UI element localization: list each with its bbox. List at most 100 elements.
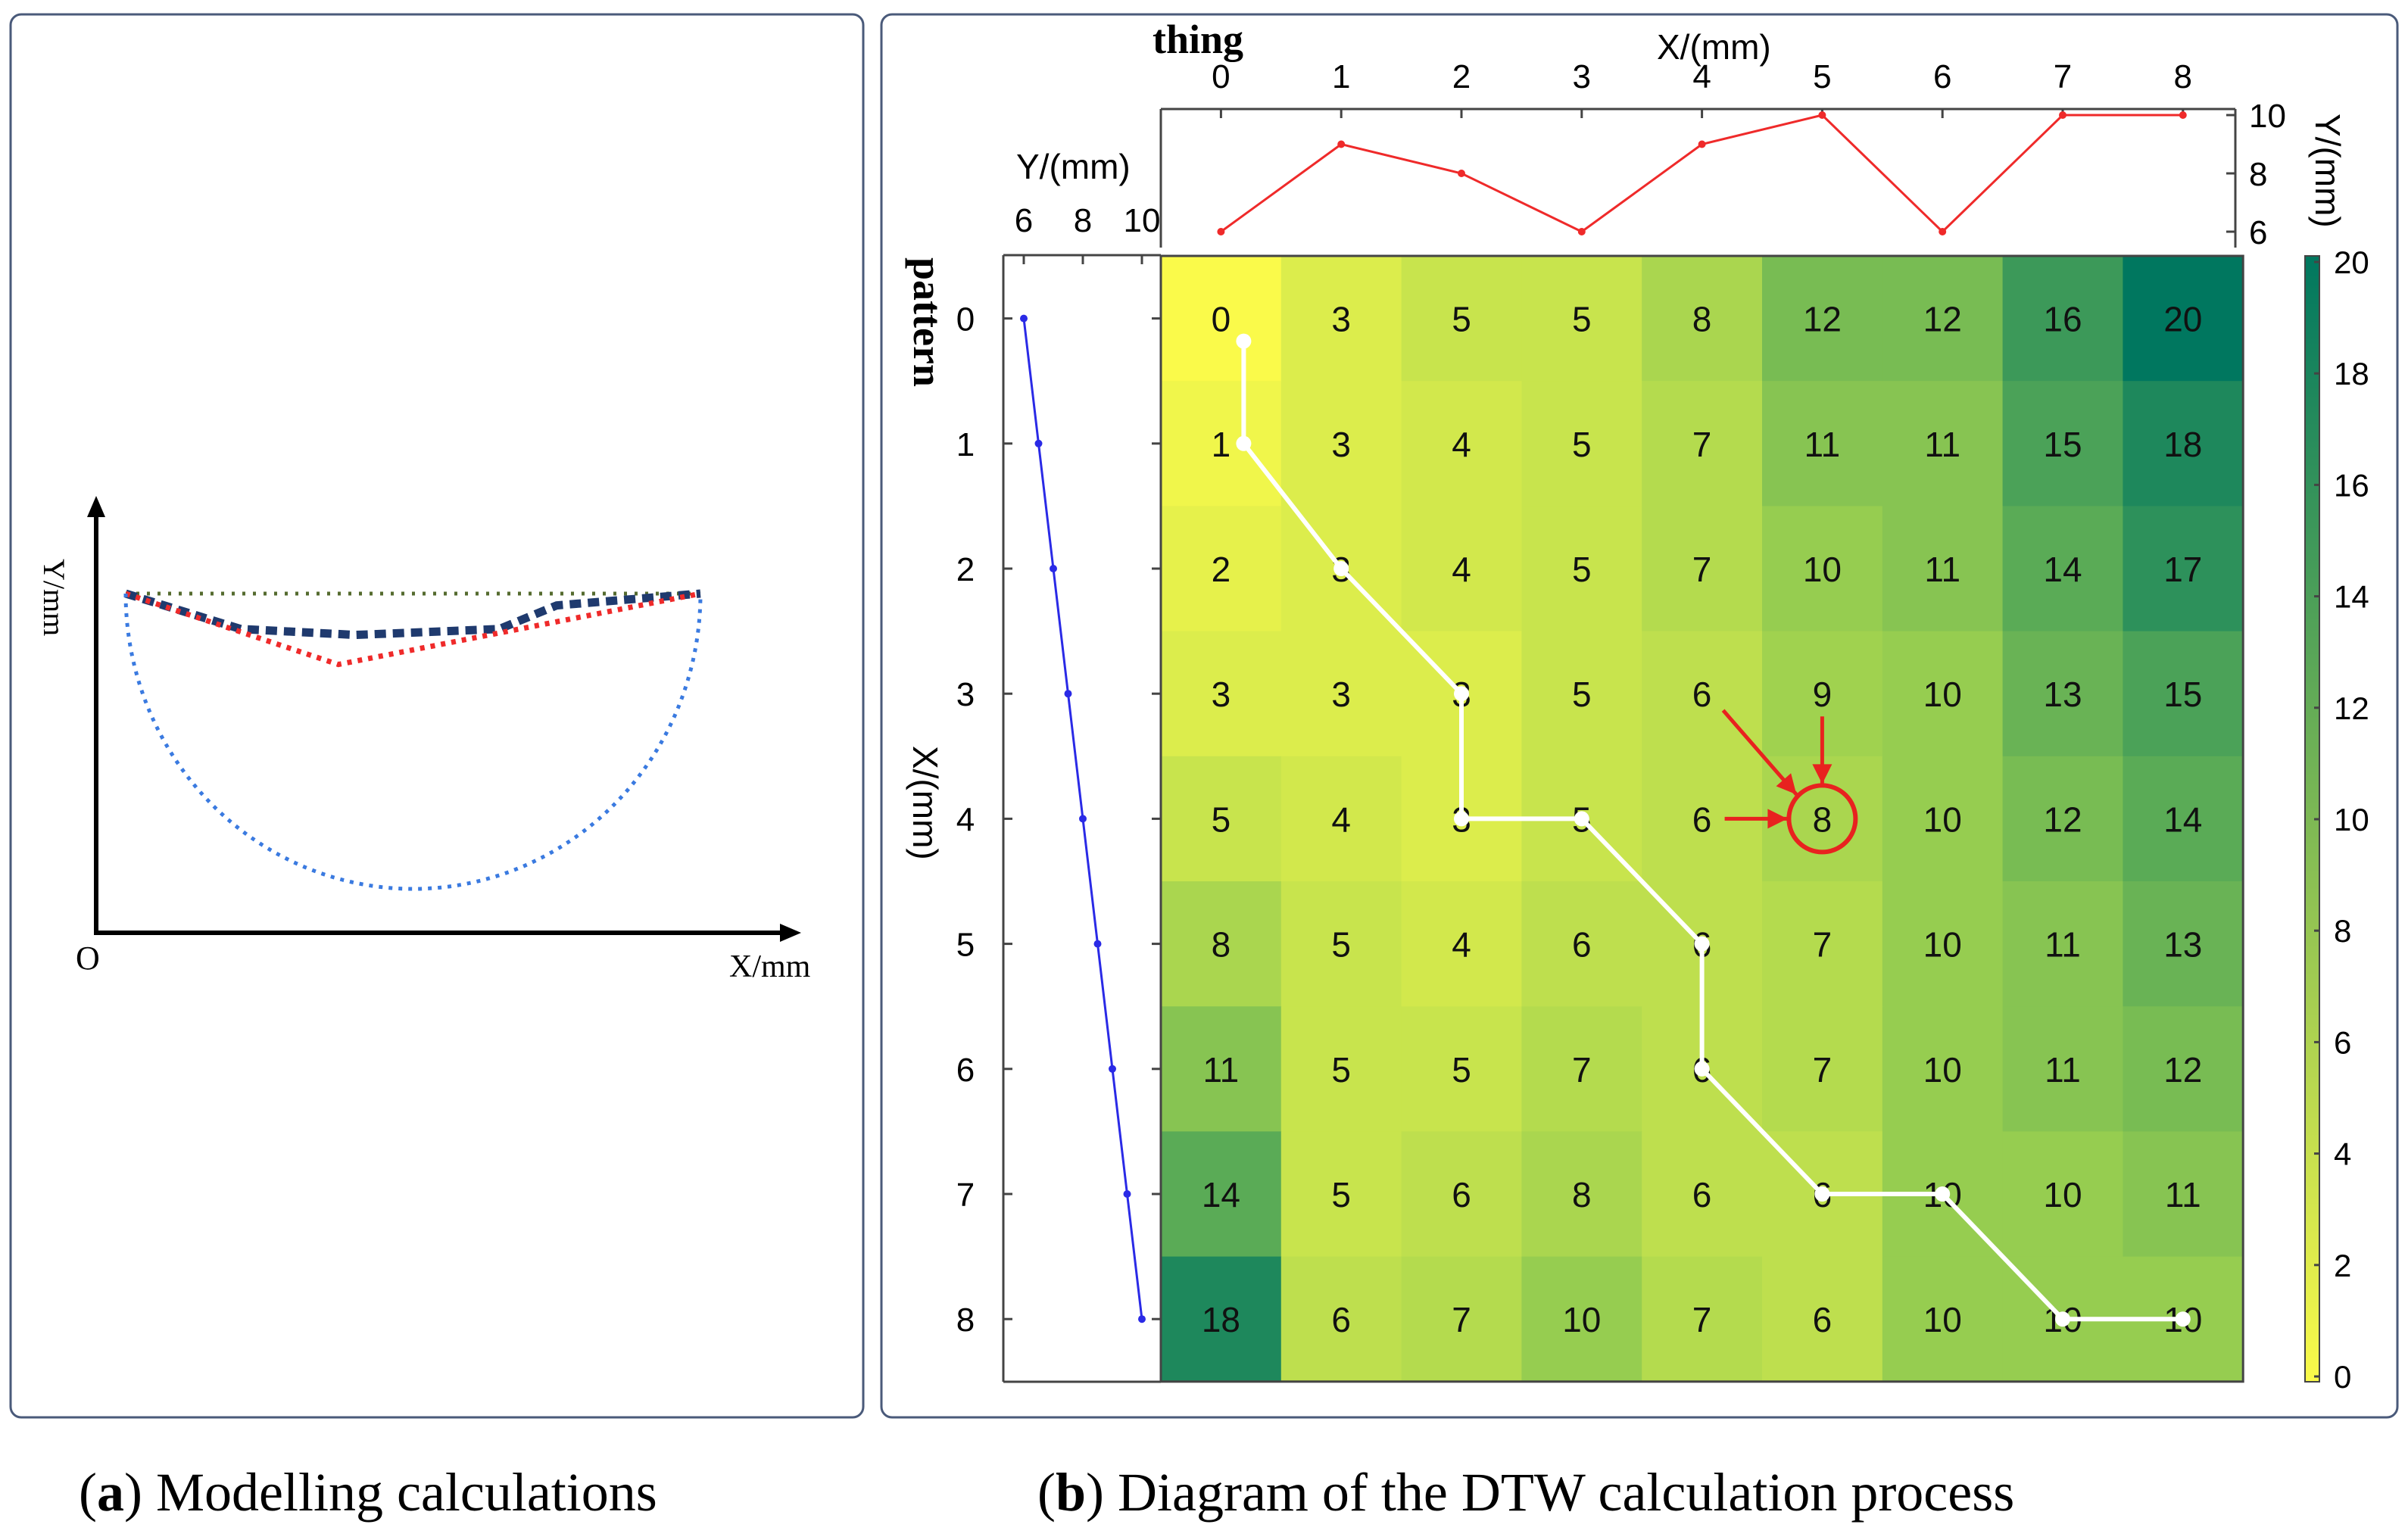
heatmap-cell [1161, 256, 1282, 382]
heatmap-cell [1642, 506, 1763, 632]
heatmap-cell [1762, 506, 1883, 632]
warping-path-node [2055, 1311, 2070, 1327]
cell-value-label: 17 [2163, 550, 2202, 589]
row-tick-label: 1 [956, 426, 975, 463]
left-y-axis-label: X/(mm) [906, 746, 945, 860]
highlight-arrowhead [1812, 764, 1833, 784]
left-x-tick-label: 10 [1124, 202, 1161, 239]
heatmap-cell [1521, 381, 1642, 507]
heatmap-cell [1762, 881, 1883, 1007]
heatmap-cell [2123, 756, 2244, 882]
cell-value-label: 10 [1923, 675, 1962, 714]
cell-value-label: 18 [2163, 425, 2202, 464]
cell-value-label: 6 [1692, 1175, 1712, 1214]
cell-value-label: 7 [1813, 925, 1833, 965]
top-y-tick-label: 8 [2249, 156, 2267, 193]
heatmap-cell [1882, 631, 2004, 757]
warping-path-line [1241, 341, 2183, 1322]
heatmap-cell [1280, 256, 1402, 382]
highlight-circle [1786, 783, 1858, 855]
cell-value-label: 5 [1331, 1050, 1351, 1090]
cell-value-label: 11 [1203, 1050, 1240, 1090]
heatmap-cell [2123, 1006, 2244, 1132]
heatmap-cell [1762, 381, 1883, 507]
heatmap-cell [1280, 1256, 1402, 1383]
heatmap-cell [1401, 381, 1522, 507]
heatmap-cell [1401, 1256, 1522, 1383]
thing-point [1939, 228, 1947, 235]
heatmap-cell [1882, 506, 2004, 632]
heatmap-cell [1161, 756, 1282, 882]
colorbar-tick-label: 20 [2334, 245, 2369, 280]
cell-value-label: 5 [1331, 1175, 1351, 1214]
cell-value-label: 5 [1452, 300, 1471, 339]
heatmap-cell [1642, 256, 1763, 382]
x-axis-arrowhead [780, 924, 801, 942]
top-x-tick-label: 3 [1573, 58, 1591, 95]
cell-value-label: 6 [1331, 1300, 1351, 1339]
warping-path-node [1694, 1061, 1710, 1077]
cell-value-label: 18 [1202, 1300, 1240, 1339]
caption-a: (a) Modelling calculations [79, 1462, 657, 1523]
cell-value-label: 11 [1924, 550, 1960, 589]
pattern-point [1020, 314, 1028, 323]
caption-b: (b) Diagram of the DTW calculation proce… [1037, 1462, 2014, 1523]
series-arc [123, 593, 703, 891]
heatmap-cell [1280, 881, 1402, 1007]
cell-value-label: 10 [1562, 1300, 1601, 1339]
cell-value-label: 5 [1452, 1050, 1471, 1090]
thing-point [2059, 111, 2066, 119]
heatmap-cell [1401, 256, 1522, 382]
colorbar-tick-label: 4 [2334, 1136, 2351, 1172]
thing-point [1818, 111, 1826, 119]
heatmap-cell [1280, 756, 1402, 882]
heatmap-cell [1161, 881, 1282, 1007]
warping-path-node [2175, 1311, 2191, 1327]
cell-value-label: 10 [1923, 925, 1962, 965]
cell-value-label: 4 [1331, 800, 1351, 839]
cell-value-label: 6 [1452, 1175, 1471, 1214]
heatmap-cell [2123, 1131, 2244, 1258]
cell-value-label: 11 [1804, 425, 1841, 464]
y-axis-label: Y/mm [37, 559, 71, 636]
series-measured-profile [124, 589, 701, 640]
cell-value-label: 7 [1813, 1050, 1833, 1090]
colorbar-tick-label: 2 [2334, 1248, 2351, 1283]
cell-value-label: 0 [1212, 300, 1231, 339]
cell-value-label: 10 [1923, 1300, 1962, 1339]
heatmap-cell [2002, 1131, 2123, 1258]
cell-value-label: 6 [1572, 925, 1592, 965]
heatmap-cell [1401, 881, 1522, 1007]
row-tick-label: 8 [956, 1302, 975, 1339]
cell-value-label: 6 [1813, 1300, 1833, 1339]
thing-point [1577, 228, 1586, 235]
cell-value-label: 14 [2043, 550, 2082, 589]
heatmap-cell [1521, 1131, 1642, 1258]
cell-value-label: 6 [1692, 675, 1712, 714]
top-x-axis-label: X/(mm) [1657, 27, 1771, 67]
cell-value-label: 5 [1572, 550, 1592, 589]
cell-value-label: 11 [2045, 1050, 2081, 1090]
dtw-heatmap: 0355812121620134571111151823457101114173… [1159, 254, 2244, 1383]
cell-value-label: 8 [1692, 300, 1712, 339]
top-x-tick-label: 8 [2174, 58, 2192, 95]
cell-value-label: 11 [2165, 1175, 2201, 1214]
heatmap-cell [2123, 381, 2244, 507]
heatmap-cell [1762, 1006, 1883, 1132]
top-y-axis-label: Y/(mm) [2308, 114, 2347, 228]
panel-a-chart: Y/mm X/mm O [37, 496, 811, 984]
colorbar-tick-label: 14 [2334, 579, 2369, 615]
row-tick-label: 3 [956, 676, 975, 713]
warping-path-node [1236, 435, 1252, 451]
cell-value-label: 5 [1572, 425, 1592, 464]
cell-value-label: 3 [1331, 300, 1351, 339]
cell-value-label: 5 [1572, 675, 1592, 714]
cell-value-label: 12 [1803, 300, 1842, 339]
thing-point [2179, 111, 2187, 119]
warping-path-node [1454, 686, 1469, 702]
colorbar-tick-label: 0 [2334, 1359, 2351, 1395]
heatmap-cell [1762, 1256, 1883, 1383]
heatmap-cell [1521, 1006, 1642, 1132]
thing-sequence-chart: 0 1 2 3 4 5 6 7 8 6 8 10 thing X/(mm) Y/(mm) [1153, 17, 2347, 251]
cell-value-label: 13 [2163, 925, 2202, 965]
